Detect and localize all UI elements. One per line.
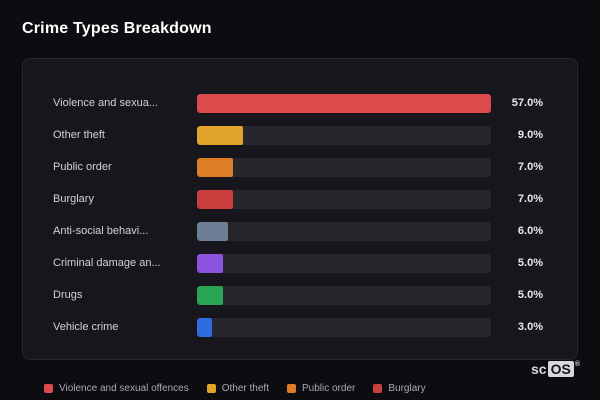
legend-item[interactable]: Other theft [206,383,269,394]
category-label: Anti-social behavi... [53,225,149,237]
value-label: 9.0% [517,129,543,141]
scos-logo: sc OS ® [531,361,580,377]
bar-track [197,157,491,177]
brand-box: OS [547,361,574,377]
legend-label: Public order [301,383,356,394]
bar-track [197,253,491,273]
bar-track [197,93,491,113]
bar-row: Anti-social behavi... 6.0% [53,215,543,247]
bar-row: Violence and sexua... 57.0% [53,87,543,119]
bar-row: Vehicle crime 3.0% [53,311,543,343]
bar-track [197,317,491,337]
legend-swatch [206,384,216,393]
registered-mark: ® [574,361,580,368]
legend-label: Other theft [221,383,269,394]
bar-row: Criminal damage an... 5.0% [53,247,543,279]
legend-label: Burglary [388,383,426,394]
bar[interactable] [197,221,228,241]
bar-row: Other theft 9.0% [53,119,543,151]
category-label: Drugs [53,289,83,301]
bar[interactable] [197,253,223,273]
value-label: 7.0% [517,193,543,205]
value-label: 5.0% [517,257,543,269]
bar[interactable] [197,189,234,209]
category-label: Vehicle crime [53,321,119,333]
category-label: Criminal damage an... [53,257,161,269]
value-label: 3.0% [517,321,543,333]
legend-label: Violence and sexual offences [59,383,189,394]
legend-swatch [373,384,383,393]
legend-swatch [44,384,53,393]
bar-track [197,285,491,305]
legend-item[interactable]: Public order [286,383,356,394]
bar-row: Burglary 7.0% [53,183,543,215]
value-label: 5.0% [517,289,543,301]
bar-track [197,221,491,241]
bar[interactable] [197,157,234,177]
category-label: Burglary [53,193,94,205]
value-label: 57.0% [511,97,543,109]
category-label: Other theft [53,129,105,141]
category-label: Public order [53,161,112,173]
category-label: Violence and sexua... [53,97,158,109]
value-label: 6.0% [517,225,543,237]
chart-card: Violence and sexua... 57.0% Other theft 9.0… [22,58,578,360]
brand-prefix: sc [531,361,547,377]
legend-swatch [286,384,296,393]
legend-item[interactable]: Burglary [373,383,426,394]
page-title: Crime Types Breakdown [22,20,212,37]
chart-legend: Violence and sexual offences Other theft P… [44,383,426,394]
bar[interactable] [197,285,223,305]
bar-track [197,189,491,209]
legend-item[interactable]: Violence and sexual offences [44,383,189,394]
bar-track [197,125,491,145]
bar[interactable] [197,317,213,337]
bar-row: Public order 7.0% [53,151,543,183]
bar[interactable] [197,93,491,113]
bar-row: Drugs 5.0% [53,279,543,311]
value-label: 7.0% [517,161,543,173]
bar[interactable] [197,125,244,145]
bar-chart: Violence and sexua... 57.0% Other theft 9.0… [53,87,543,343]
